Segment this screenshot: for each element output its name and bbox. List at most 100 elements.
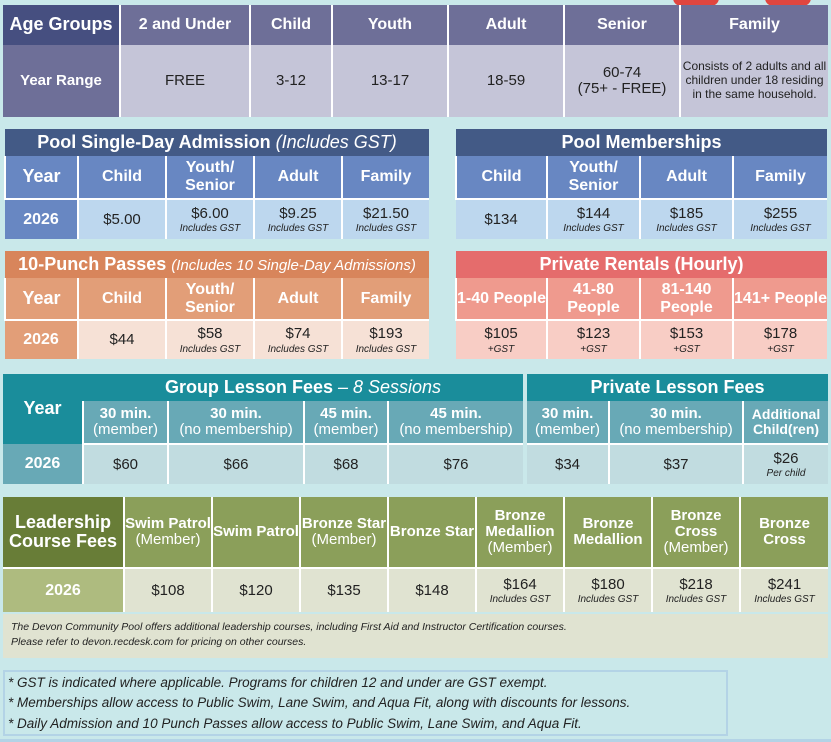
price: $60 <box>112 455 139 473</box>
gst-note: Includes GST <box>577 594 639 606</box>
leadership-note-line: The Devon Community Pool offers addition… <box>11 621 567 633</box>
footnotes-box: * GST is indicated where applicable. Pro… <box>3 670 728 736</box>
gst-note: Includes GST <box>355 343 417 355</box>
price: $218 <box>679 575 713 593</box>
age-range-cell: 60-74 (75+ - FREE) <box>563 45 680 117</box>
header-main: 45 min. <box>430 405 482 423</box>
gst-note: Includes GST <box>563 223 624 235</box>
price: $241 <box>767 575 802 593</box>
single-day-title: Pool Single-Day Admission (Includes GST) <box>5 129 429 156</box>
gst-note: +GST <box>673 343 700 355</box>
price: $37 <box>663 455 689 473</box>
course-header: Bronze Star (Member) <box>299 497 388 568</box>
gst-note: Includes GST <box>267 223 329 235</box>
price-cell: $68 <box>303 444 388 484</box>
private-lessons-table: Private Lesson Fees 30 min. (member) 30 m… <box>527 374 828 484</box>
gst-note: Includes GST <box>750 223 811 235</box>
private-rentals-table: Private Rentals (Hourly) 1-40 People 41-… <box>455 251 827 359</box>
gst-note: Includes GST <box>179 223 241 235</box>
header-main: 30 min. <box>650 405 702 423</box>
price: $6.00 <box>191 204 229 222</box>
price: $123 <box>576 325 611 343</box>
age-range-cell: FREE <box>119 45 250 117</box>
gst-note: +GST <box>580 343 607 355</box>
gst-note: +GST <box>487 343 515 355</box>
leadership-fees-table: Leadership Course Fees Swim Patrol (Member… <box>3 497 828 612</box>
col-header: 45 min. (member) <box>303 401 388 445</box>
header-sub: (member) <box>92 421 158 438</box>
course-header: Swim Patrol <box>211 497 300 568</box>
header-sub: (member) <box>313 421 379 438</box>
footnote: * GST is indicated where applicable. Pro… <box>8 675 548 690</box>
course-name: Bronze Star <box>301 514 387 532</box>
price-cell: $5.00 <box>77 199 166 239</box>
single-day-title-text: Pool Single-Day Admission <box>37 131 271 152</box>
course-sub: (Member) <box>311 531 377 548</box>
price: $5.00 <box>103 210 141 228</box>
header-main: 30 min. <box>210 405 262 423</box>
price: $21.50 <box>363 204 409 222</box>
price-cell: $135 <box>299 567 388 612</box>
year-header: Year <box>4 156 78 200</box>
leadership-note-line: Please refer to devon.recdesk.com for pr… <box>11 636 307 649</box>
year-cell: 2026 <box>3 444 83 484</box>
price-cell: $144 Includes GST <box>546 199 640 239</box>
col-header: Family <box>341 156 429 200</box>
decorative-ring-left <box>673 0 719 6</box>
year-cell: 2026 <box>5 199 78 239</box>
age-col-header: Adult <box>447 5 564 45</box>
price-cell: $148 <box>387 567 476 612</box>
col-header: Family <box>732 156 827 200</box>
gst-note: Includes GST <box>754 594 815 606</box>
course-header: Bronze Cross (Member) <box>651 497 740 568</box>
price: $34 <box>554 455 581 473</box>
col-header: Youth/ Senior <box>165 278 254 321</box>
price-cell: $37 <box>608 444 743 484</box>
price: $74 <box>285 325 311 343</box>
price-row: $105 +GST $123 +GST $153 +GST $178 +GST <box>456 320 827 359</box>
price-cell: $66 <box>167 444 304 484</box>
col-header: Family <box>341 278 429 321</box>
course-header: Bronze Medallion <box>563 497 652 568</box>
punch-title-note: (Includes 10 Single-Day Admissions) <box>171 256 416 274</box>
col-header: Child <box>455 156 547 200</box>
price-cell: $134 <box>456 199 547 239</box>
leadership-title: Leadership Course Fees <box>3 497 124 568</box>
col-header: 30 min. (member) <box>82 401 168 445</box>
price-cell: $120 <box>211 567 300 612</box>
course-header: Swim Patrol (Member) <box>123 497 212 568</box>
price-cell: $44 <box>77 320 166 359</box>
col-header: 45 min. (no membership) <box>387 401 523 445</box>
leadership-title-line1: Leadership <box>14 511 112 532</box>
price: $178 <box>763 325 798 343</box>
rentals-title: Private Rentals (Hourly) <box>456 251 827 278</box>
course-name: Bronze Medallion <box>485 506 555 540</box>
footnote: * Memberships allow access to Public Swi… <box>8 695 631 711</box>
age-range-cell: 13-17 <box>331 45 448 117</box>
price: $193 <box>369 325 403 343</box>
price: $120 <box>239 581 273 599</box>
year-cell: 2026 <box>5 320 78 359</box>
price-cell: $123 +GST <box>546 320 640 359</box>
price-row: 2026 $44 $58 Includes GST $74 Includes GST… <box>5 320 429 359</box>
price: $68 <box>333 455 359 473</box>
header-main: Additional <box>751 406 821 423</box>
age-groups-header-row: Age Groups 2 and Under Child Youth Adult… <box>3 5 828 45</box>
header-main: 45 min. <box>320 405 372 423</box>
col-header: 30 min. (member) <box>527 401 609 445</box>
price: $66 <box>223 455 249 473</box>
single-day-title-note: (Includes GST) <box>275 131 397 152</box>
gst-note: +GST <box>767 343 794 355</box>
col-header: Child <box>77 156 166 200</box>
price-row: 2026 $5.00 $6.00 Includes GST $9.25 Includ… <box>5 199 429 239</box>
price-cell: $153 +GST <box>639 320 733 359</box>
punch-passes-table: 10-Punch Passes (Includes 10 Single-Day … <box>4 251 429 359</box>
age-range-cell: Consists of 2 adults and all children un… <box>679 45 828 117</box>
price-row: 2026 $108 $120 $135 $148 $164 Includes GS… <box>3 567 828 612</box>
age-col-header: Youth <box>331 5 448 45</box>
memberships-table: Pool Memberships Child Youth/ Senior Adu… <box>455 129 827 239</box>
age-col-header: 2 and Under <box>119 5 250 45</box>
age-col-header: Family <box>679 5 828 45</box>
price-cell: $58 Includes GST <box>165 320 254 359</box>
group-lessons-title-note: – 8 Sessions <box>338 376 442 397</box>
